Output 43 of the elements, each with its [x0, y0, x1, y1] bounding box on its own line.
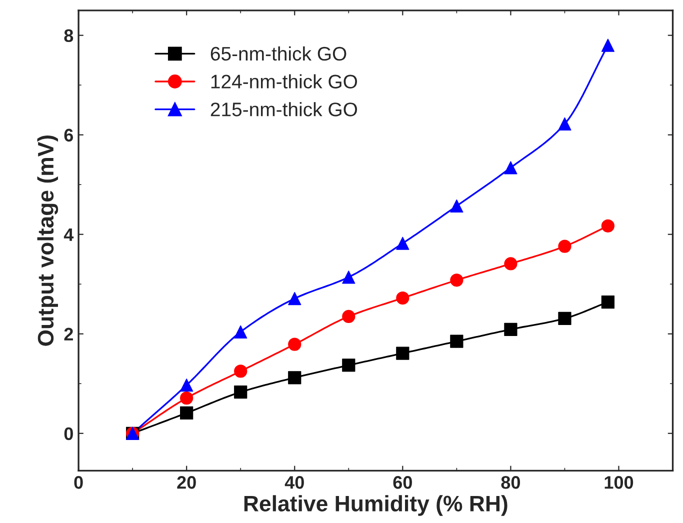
point: [450, 334, 464, 348]
point: [234, 364, 248, 378]
y-tick-label: 0: [64, 427, 73, 440]
point: [450, 199, 464, 213]
point: [558, 240, 572, 253]
point: [450, 274, 464, 287]
point: [504, 257, 518, 270]
legend-label: 215-nm-thick GO: [210, 102, 358, 116]
x-tick-label: 40: [284, 476, 304, 489]
point: [601, 295, 614, 309]
point: [180, 391, 194, 405]
point: [342, 358, 356, 372]
point: [288, 292, 302, 306]
point: [504, 161, 518, 174]
x-tick-label: 60: [393, 476, 412, 489]
point: [180, 406, 194, 420]
y-tick-label: 6: [64, 128, 74, 142]
point: [601, 219, 614, 232]
x-axis-title: Relative Humidity (% RH): [244, 495, 508, 516]
point: [396, 346, 410, 360]
x-tick-label: 100: [604, 476, 634, 489]
point: [288, 371, 302, 384]
point: [234, 386, 248, 399]
point: [180, 378, 194, 392]
point: [396, 236, 410, 250]
y-tick-label: 4: [64, 228, 74, 241]
x-tick-label: 20: [177, 476, 196, 489]
point: [288, 338, 302, 351]
point: [342, 310, 356, 324]
y-tick-label: 2: [64, 328, 73, 340]
point: [601, 38, 614, 52]
point: [342, 270, 356, 284]
x-tick-label: 80: [501, 476, 520, 489]
legend-label: 124-nm-thick GO: [211, 74, 358, 88]
y-axis-title: Output voltage (mV): [37, 136, 58, 346]
y-tick-label: 8: [64, 29, 74, 42]
x-tick-label: 0: [74, 476, 83, 489]
point: [396, 291, 410, 305]
legend-label: 65-nm-thick GO: [210, 46, 346, 61]
point: [558, 312, 572, 326]
point: [234, 325, 248, 338]
point: [504, 322, 518, 336]
point: [558, 117, 572, 130]
